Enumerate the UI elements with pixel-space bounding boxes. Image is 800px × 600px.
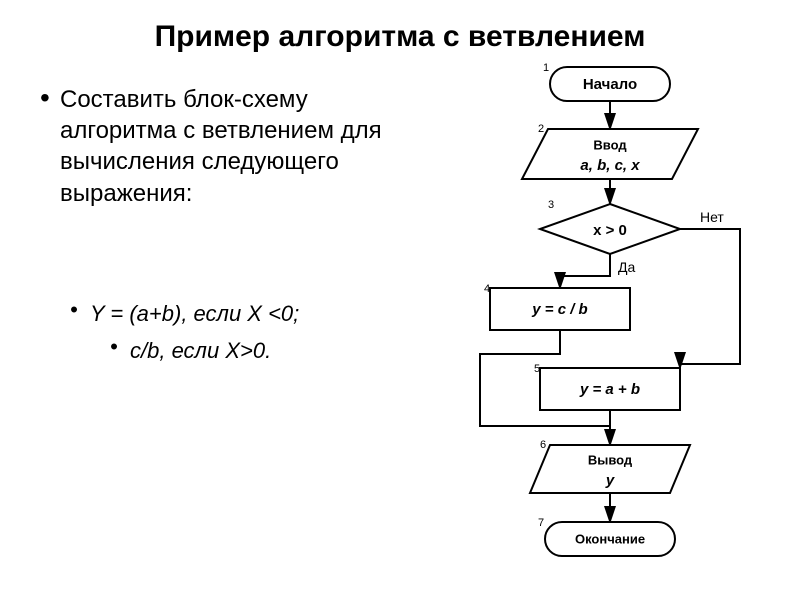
svg-text:6: 6 (540, 439, 546, 451)
svg-text:Ввод: Ввод (593, 137, 627, 152)
flowchart-panel: Начало 1 Ввод a, b, c, x 2 x > 0 3 Нет (440, 54, 800, 574)
node-output: Вывод y 6 (530, 439, 690, 493)
svg-text:a, b, c, x: a, b, c, x (580, 157, 640, 174)
svg-text:4: 4 (484, 283, 490, 295)
formula-line-2: c/b, если X>0. (110, 336, 430, 367)
svg-text:y = a + b: y = a + b (579, 381, 640, 398)
svg-text:x > 0: x > 0 (593, 222, 627, 239)
svg-text:7: 7 (538, 517, 544, 529)
node-end: Окончание 7 (538, 517, 675, 556)
node-decision: x > 0 3 (540, 199, 680, 254)
svg-text:2: 2 (538, 123, 544, 135)
node-start: Начало 1 (543, 62, 670, 101)
svg-text:5: 5 (534, 363, 540, 375)
svg-text:Начало: Начало (583, 76, 637, 93)
svg-text:Вывод: Вывод (588, 452, 633, 467)
svg-text:1: 1 (543, 62, 549, 74)
svg-text:Окончание: Окончание (575, 531, 645, 546)
svg-text:y: y (605, 472, 615, 489)
svg-text:3: 3 (548, 199, 554, 211)
label-no: Нет (700, 209, 724, 225)
svg-text:y = c / b: y = c / b (531, 301, 587, 318)
page-title: Пример алгоритма с ветвлением (0, 0, 800, 54)
formula-line-1: Y = (a+b), если X <0; (70, 299, 430, 330)
flowchart-svg: Начало 1 Ввод a, b, c, x 2 x > 0 3 Нет (440, 54, 800, 574)
node-input: Ввод a, b, c, x 2 (522, 123, 698, 179)
node-process-yes: y = c / b 4 (484, 283, 630, 330)
label-yes: Да (618, 259, 635, 275)
left-column: Составить блок-схему алгоритма с ветвлен… (0, 54, 440, 574)
task-description: Составить блок-схему алгоритма с ветвлен… (40, 84, 430, 209)
node-process-no: y = a + b 5 (534, 363, 680, 410)
content-row: Составить блок-схему алгоритма с ветвлен… (0, 54, 800, 574)
